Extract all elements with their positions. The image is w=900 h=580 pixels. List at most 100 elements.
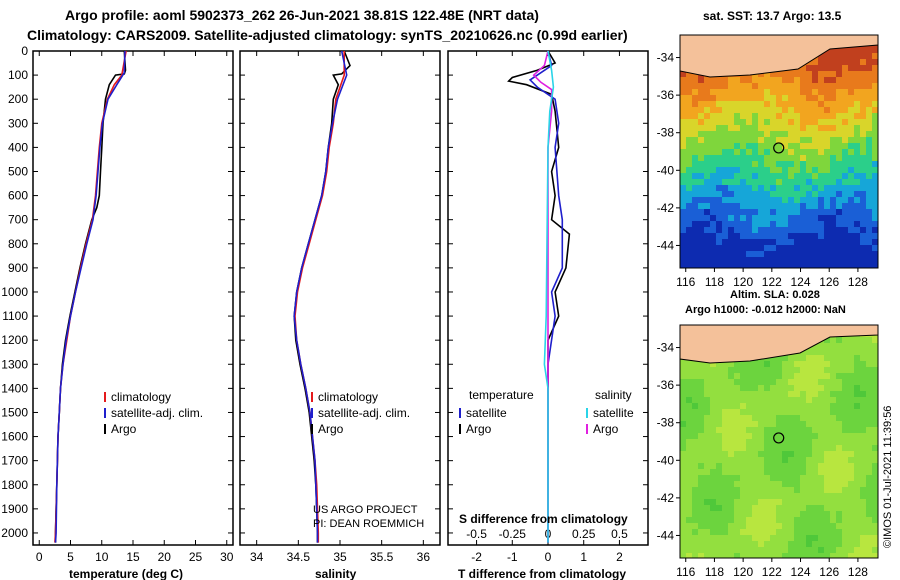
sla_map-cell xyxy=(836,355,842,361)
sst_map-cell xyxy=(776,239,782,245)
sst_map-cell xyxy=(824,143,830,149)
sst_map-cell xyxy=(740,173,746,179)
sla_map-cell xyxy=(800,481,806,487)
sst_map-cell xyxy=(752,209,758,215)
sst_map-cell xyxy=(746,113,752,119)
sst_map-cell xyxy=(794,83,800,89)
sla_map-cell xyxy=(824,541,830,547)
sst_map-cell xyxy=(830,251,836,257)
sla_map-cell xyxy=(698,487,704,493)
sst_map-cell xyxy=(740,95,746,101)
sst_map-cell xyxy=(788,89,794,95)
sst_map-cell xyxy=(818,245,824,251)
sla_map-cell xyxy=(842,367,848,373)
sst_map-xtick-label: 122 xyxy=(762,275,782,289)
sst_map-cell xyxy=(794,245,800,251)
sla_map-cell xyxy=(686,391,692,397)
sla_map-cell xyxy=(866,355,872,361)
sst_map-cell xyxy=(758,251,764,257)
difference-legend-label: Argo xyxy=(593,422,619,436)
sst_map-cell xyxy=(818,173,824,179)
sla_map-cell xyxy=(758,499,764,505)
sla_map-cell xyxy=(776,367,782,373)
sst_map-cell xyxy=(800,89,806,95)
sla_map-cell xyxy=(758,451,764,457)
sst_map-cell xyxy=(776,155,782,161)
sst_map-cell xyxy=(680,107,686,113)
sst_map-cell xyxy=(866,53,872,59)
sla_map-cell xyxy=(824,547,830,553)
sla_map-cell xyxy=(752,451,758,457)
sla_map-cell xyxy=(854,487,860,493)
sla_map-cell xyxy=(824,493,830,499)
sst_map-cell xyxy=(716,149,722,155)
sla_map-xtick-label: 128 xyxy=(848,565,868,579)
sla_map-cell xyxy=(836,517,842,523)
sla_map-cell xyxy=(698,397,704,403)
sst_map-cell xyxy=(812,221,818,227)
sst_map-cell xyxy=(776,143,782,149)
sla_map-cell xyxy=(698,511,704,517)
sst_map-cell xyxy=(872,143,878,149)
sla_map-cell xyxy=(794,391,800,397)
sla_map-cell xyxy=(818,397,824,403)
sla_map-cell xyxy=(716,553,722,558)
sla_map-cell xyxy=(782,523,788,529)
sst_map-cell xyxy=(800,119,806,125)
sla_map-cell xyxy=(812,433,818,439)
sla_map-cell xyxy=(782,505,788,511)
sla_map-cell xyxy=(848,523,854,529)
sla_map-cell xyxy=(782,511,788,517)
sla_map-cell xyxy=(782,421,788,427)
sla_map-cell xyxy=(854,427,860,433)
sla_map-cell xyxy=(686,415,692,421)
sst_map-cell xyxy=(782,137,788,143)
sst_map-cell xyxy=(746,197,752,203)
sst_map-cell xyxy=(788,233,794,239)
sst_map-cell xyxy=(818,263,824,268)
sst_map-cell xyxy=(788,95,794,101)
sla_map-cell xyxy=(836,397,842,403)
sst_map-cell xyxy=(860,47,866,53)
sst_map-cell xyxy=(788,215,794,221)
sla_map-cell xyxy=(686,529,692,535)
difference-legend-title-right: salinity xyxy=(595,388,632,402)
sla_map-cell xyxy=(746,361,752,367)
sst_map-cell xyxy=(824,239,830,245)
sla_map-cell xyxy=(836,349,842,355)
sst_map-cell xyxy=(782,167,788,173)
sst_map-cell xyxy=(782,209,788,215)
sst_map-cell xyxy=(776,101,782,107)
sst_map-cell xyxy=(722,119,728,125)
sst_map-cell xyxy=(710,227,716,233)
sst_map-cell xyxy=(800,77,806,83)
sst_map-cell xyxy=(710,119,716,125)
sst_map-cell xyxy=(848,221,854,227)
sla_map-cell xyxy=(848,535,854,541)
sst_map-cell xyxy=(800,173,806,179)
sla_map-cell xyxy=(782,379,788,385)
sla_map-cell xyxy=(794,553,800,558)
sla_map-cell xyxy=(752,553,758,558)
sla_map-cell xyxy=(704,547,710,553)
sla_map-cell xyxy=(722,511,728,517)
sla_map-cell xyxy=(722,547,728,553)
sst_map-cell xyxy=(800,263,806,268)
sla_map-cell xyxy=(848,337,854,343)
sst_map-cell xyxy=(698,227,704,233)
sst_map-cell xyxy=(752,107,758,113)
sla_map-cell xyxy=(806,367,812,373)
temperature-series-satellite xyxy=(54,50,126,543)
sst_map-cell xyxy=(806,167,812,173)
sla_map-cell xyxy=(764,403,770,409)
sst_map-cell xyxy=(818,137,824,143)
sst_map-cell xyxy=(836,245,842,251)
sla_map-cell xyxy=(872,379,878,385)
sst_map-cell xyxy=(836,251,842,257)
sla_map-cell xyxy=(770,403,776,409)
sst_map-cell xyxy=(764,233,770,239)
sla_map-cell xyxy=(854,439,860,445)
sst_map-cell xyxy=(710,125,716,131)
sst_map-cell xyxy=(848,113,854,119)
sst_map-cell xyxy=(740,161,746,167)
